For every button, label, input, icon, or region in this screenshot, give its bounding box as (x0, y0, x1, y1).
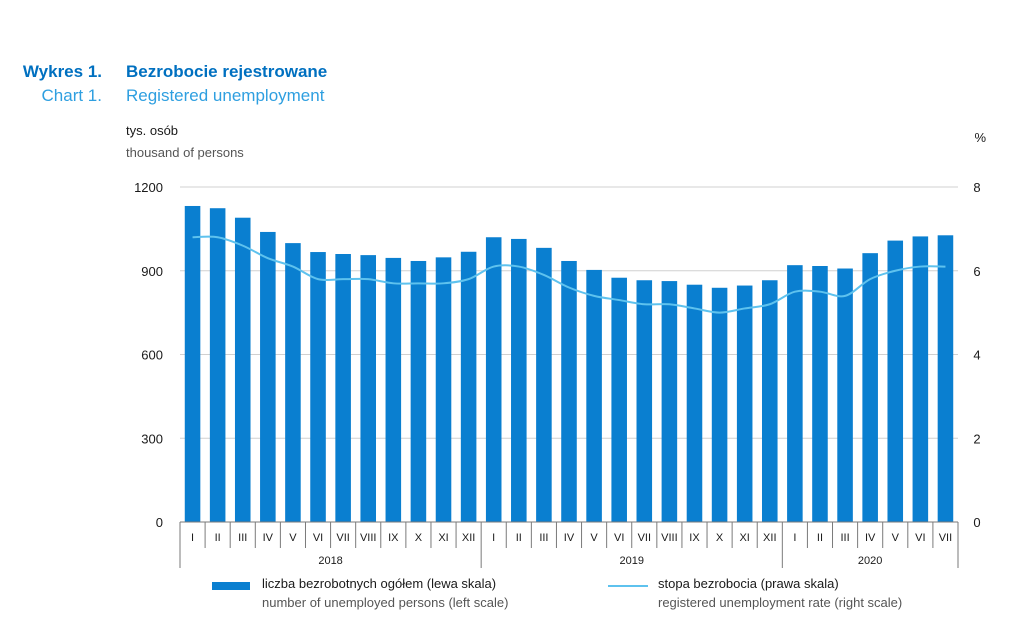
category-label: III (238, 532, 247, 544)
category-label: IX (689, 532, 700, 544)
category-label: I (793, 532, 796, 544)
category-label: III (840, 532, 849, 544)
bar (460, 251, 477, 522)
category-label: VI (313, 532, 323, 544)
bar (360, 255, 377, 522)
right-axis-unit: % (974, 130, 986, 145)
category-label: IX (388, 532, 399, 544)
title-row-en: Chart 1. Registered unemployment (0, 86, 1024, 110)
category-label: X (716, 532, 724, 544)
category-label: VIII (661, 532, 678, 544)
category-label: X (415, 532, 423, 544)
left-tick-label: 300 (141, 431, 163, 446)
category-label: V (289, 532, 297, 544)
bar (561, 260, 577, 522)
bar (636, 280, 653, 522)
unemployment-chart: tys. osób thousand of persons % 0 300 600 9… (126, 123, 986, 568)
category-label: I (492, 532, 495, 544)
bar (887, 240, 904, 522)
bar (435, 257, 452, 522)
year-label: 2020 (858, 555, 882, 567)
category-label: IV (865, 532, 876, 544)
bar (787, 265, 803, 522)
bar (711, 287, 728, 522)
left-tick-label: 1200 (134, 180, 163, 195)
chart-number-en: Chart 1. (41, 86, 102, 105)
chart-title-en: Registered unemployment (126, 86, 325, 105)
category-label: II (516, 532, 522, 544)
category-label: V (590, 532, 598, 544)
chart-title-block: Wykres 1. Bezrobocie rejestrowane Chart … (0, 62, 1024, 110)
bar (511, 238, 527, 523)
category-label: II (215, 532, 221, 544)
legend-line-swatch (608, 585, 648, 587)
category-label: XII (763, 532, 776, 544)
category-label: XI (739, 532, 749, 544)
bar (661, 281, 678, 522)
bar (260, 231, 276, 522)
left-tick-label: 600 (141, 348, 163, 363)
bar (686, 284, 703, 522)
category-label: III (539, 532, 548, 544)
category-label: VII (638, 532, 651, 544)
bar (410, 260, 427, 522)
left-tick-label: 0 (156, 515, 163, 530)
bar (761, 280, 778, 522)
line-series (192, 235, 946, 314)
category-label: VI (614, 532, 624, 544)
category-label: XI (438, 532, 448, 544)
left-axis-unit-en: thousand of persons (126, 145, 244, 160)
bar (285, 243, 301, 523)
right-tick-label: 8 (973, 180, 980, 195)
year-label: 2019 (619, 555, 643, 567)
bar (184, 205, 201, 522)
bar-series (184, 205, 954, 523)
legend-bar-swatch (212, 582, 250, 590)
legend-bars: liczba bezrobotnych ogółem (lewa skala) … (262, 574, 508, 612)
bar (485, 237, 502, 522)
right-tick-label: 0 (973, 515, 980, 530)
left-axis-unit-pl: tys. osób (126, 123, 178, 138)
chart-title-pl: Bezrobocie rejestrowane (126, 62, 328, 81)
bar (912, 236, 929, 522)
category-label: VIII (360, 532, 377, 544)
bar (736, 285, 753, 522)
bar (837, 268, 853, 522)
right-tick-label: 6 (973, 264, 980, 279)
bar (209, 208, 226, 522)
category-label: IV (263, 532, 274, 544)
unemployment-rate-line (192, 235, 946, 314)
legend-line-pl: stopa bezrobocia (prawa skala) (658, 576, 839, 591)
bar (937, 235, 954, 522)
bar (310, 252, 326, 522)
category-label: V (892, 532, 900, 544)
bar (385, 257, 402, 522)
category-label: XII (462, 532, 475, 544)
year-label: 2018 (318, 555, 342, 567)
left-tick-label: 900 (141, 264, 163, 279)
bar (862, 253, 878, 522)
right-tick-label: 4 (973, 348, 980, 363)
category-label: VII (336, 532, 349, 544)
legend-bars-pl: liczba bezrobotnych ogółem (lewa skala) (262, 576, 497, 591)
category-label: VII (939, 532, 952, 544)
bar (234, 217, 251, 523)
category-label: I (191, 532, 194, 544)
bar (611, 277, 627, 522)
legend-bars-en: number of unemployed persons (left scale… (262, 595, 509, 610)
right-tick-label: 2 (973, 431, 980, 446)
title-row-pl: Wykres 1. Bezrobocie rejestrowane (0, 62, 1024, 86)
bar (335, 254, 351, 522)
bar (536, 247, 552, 522)
legend-line: stopa bezrobocia (prawa skala) registere… (658, 574, 902, 612)
category-label: IV (564, 532, 575, 544)
chart-number-pl: Wykres 1. (22, 62, 102, 81)
category-label: VI (915, 532, 925, 544)
category-label: II (817, 532, 823, 544)
bar (812, 266, 828, 522)
bar (586, 269, 602, 522)
legend-line-en: registered unemployment rate (right scal… (658, 595, 903, 610)
